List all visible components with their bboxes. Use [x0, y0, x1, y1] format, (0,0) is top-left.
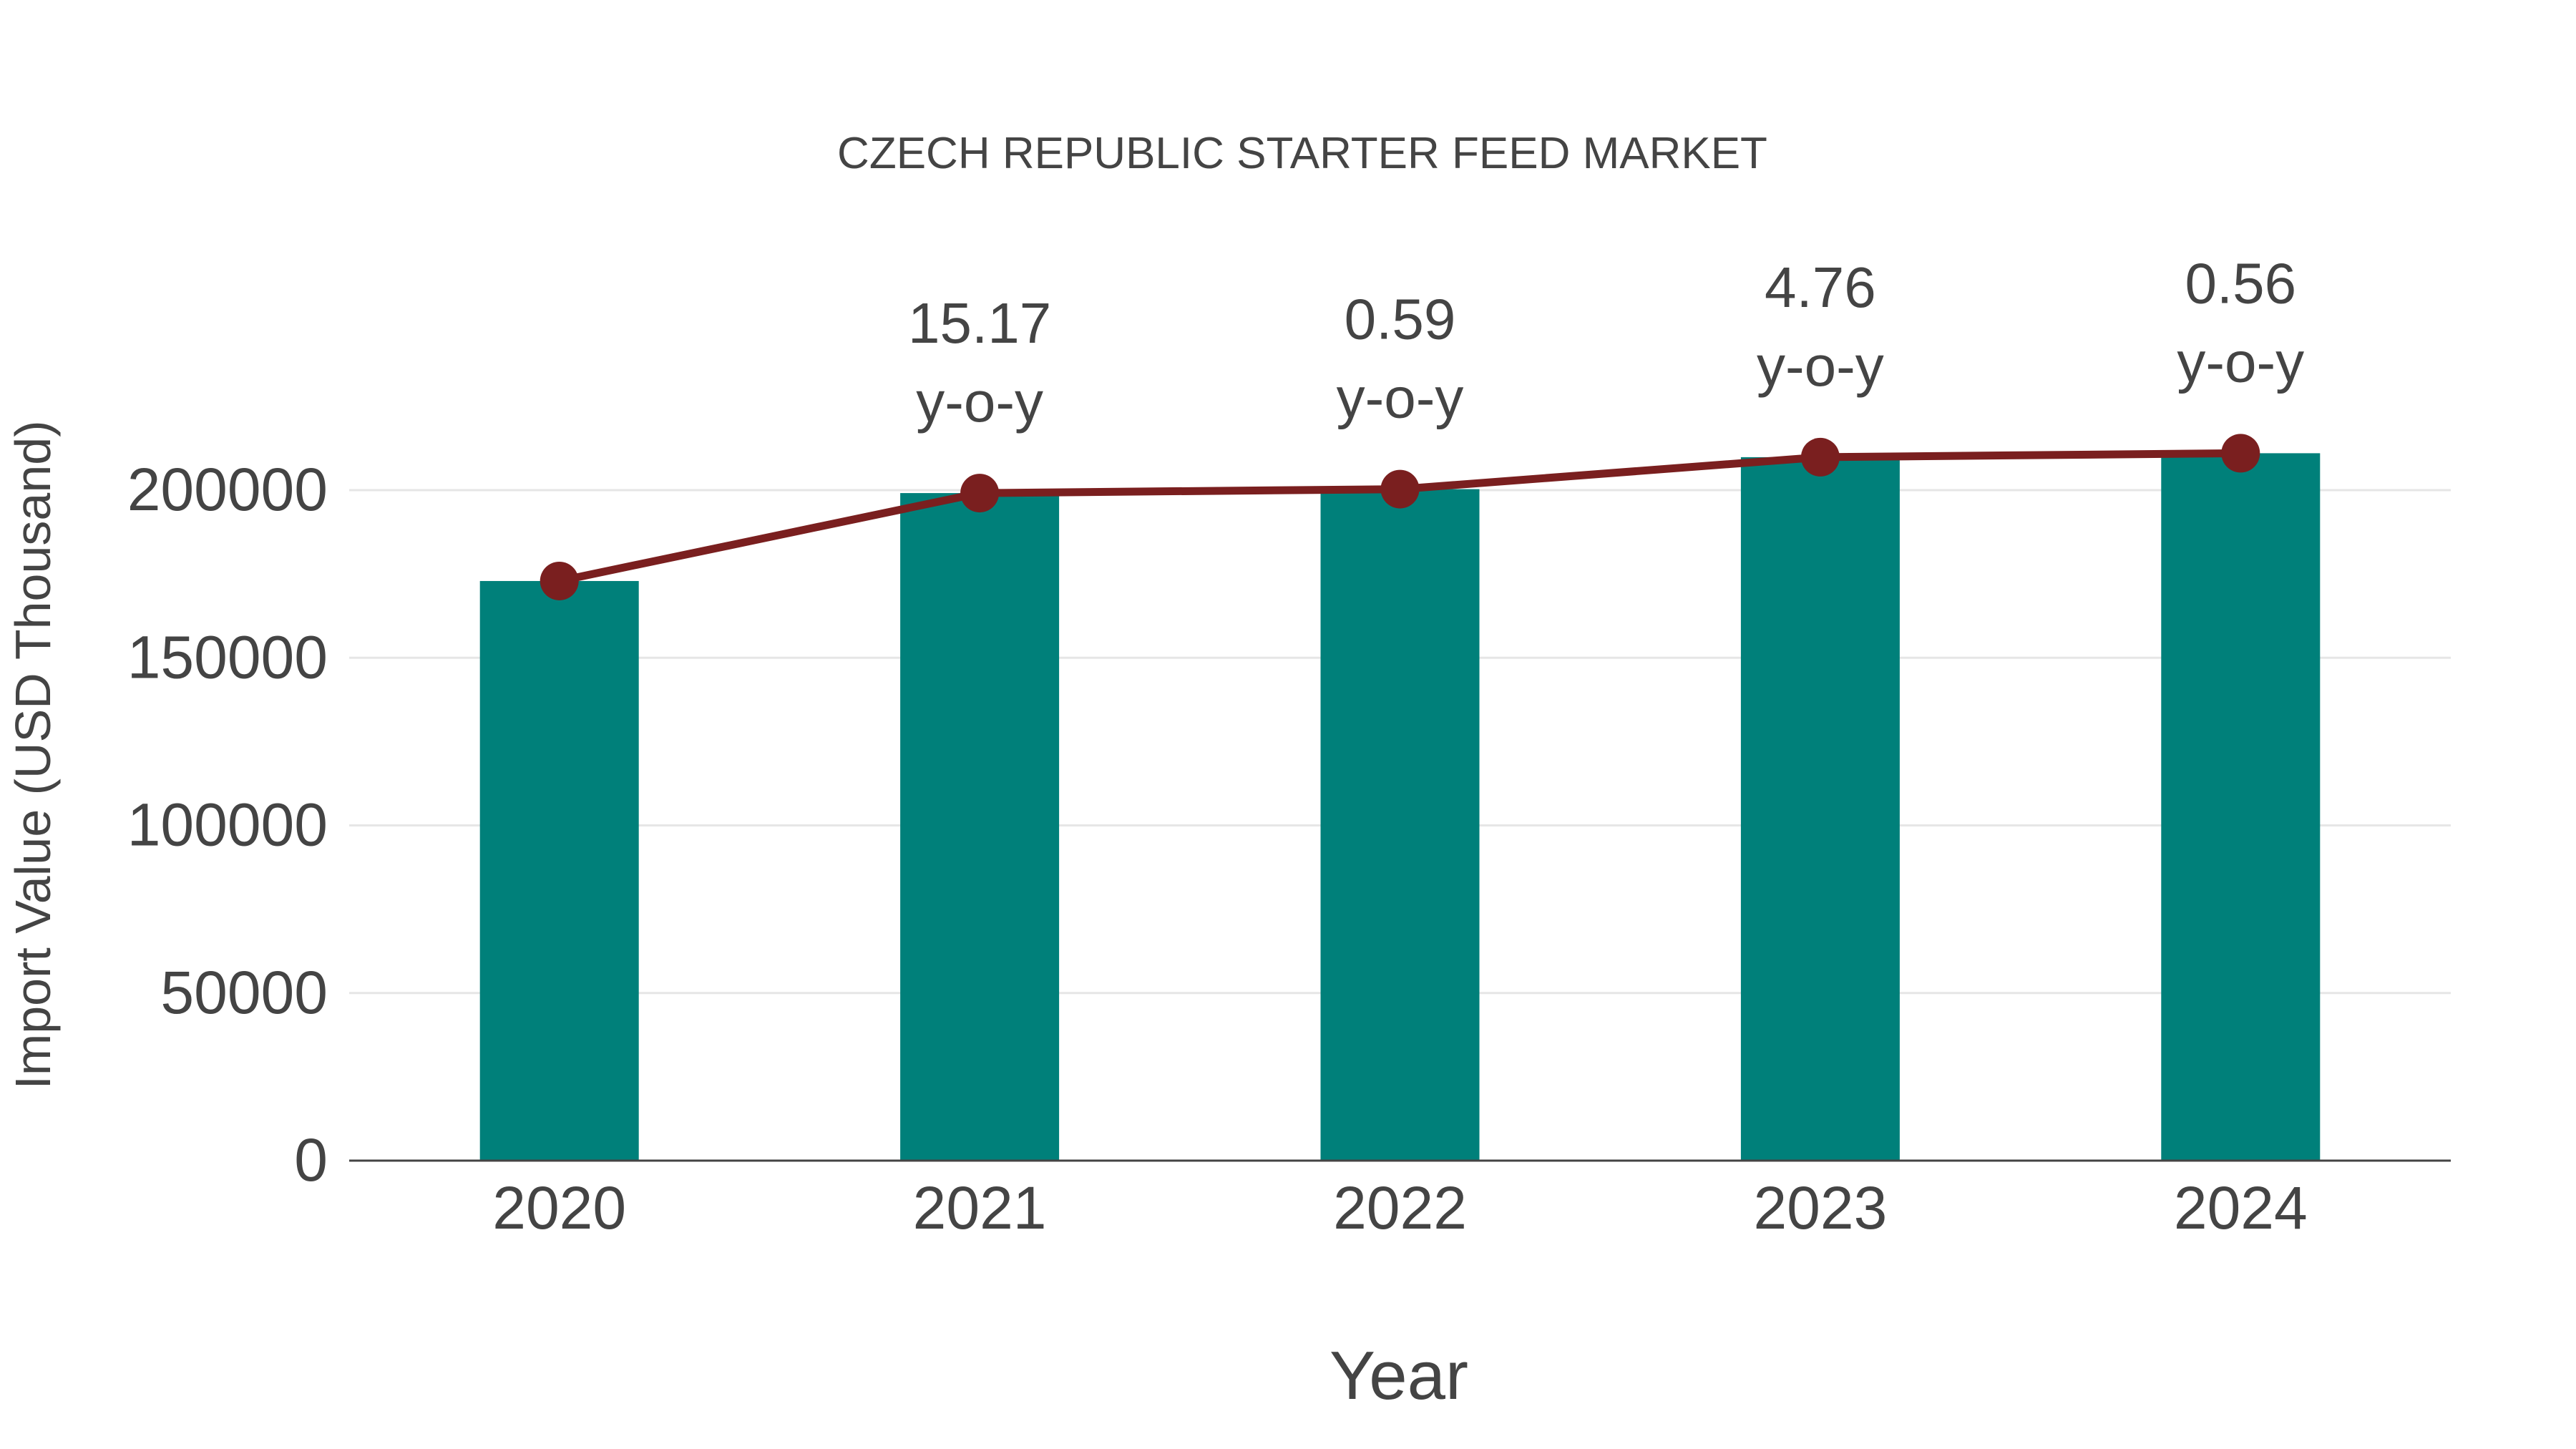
trend-marker-2022 [1380, 469, 1420, 509]
trend-marker-2021 [960, 474, 1000, 513]
x-tick-label: 2022 [1333, 1174, 1467, 1241]
y-axis: 0 50000 100000 150000 200000 [127, 456, 328, 1194]
x-tick-label: 2024 [2174, 1174, 2308, 1241]
y-tick-label: 50000 [160, 959, 328, 1026]
trend-marker-2023 [1800, 437, 1840, 477]
x-tick-label: 2021 [913, 1174, 1047, 1241]
yoy-suffix: y-o-y [1757, 334, 1884, 398]
yoy-value: 15.17 [908, 291, 1051, 355]
yoy-value: 0.56 [2185, 251, 2296, 315]
yoy-suffix: y-o-y [1337, 366, 1464, 430]
y-tick-label: 100000 [127, 791, 328, 859]
bar-2024 [2161, 453, 2321, 1161]
yoy-suffix: y-o-y [916, 370, 1043, 434]
yoy-suffix: y-o-y [2177, 330, 2304, 394]
x-tick-label: 2020 [492, 1174, 626, 1241]
x-axis-label: Year [1330, 1337, 1468, 1414]
bar-2021 [900, 493, 1060, 1161]
yoy-value: 4.76 [1765, 255, 1876, 319]
y-tick-label: 200000 [127, 456, 328, 523]
x-tick-label: 2023 [1753, 1174, 1887, 1241]
y-axis-label: Import Value (USD Thousand) [5, 420, 61, 1089]
x-axis: 2020 2021 2022 2023 2024 [349, 1159, 2451, 1241]
bar-2022 [1320, 489, 1480, 1161]
bar-2020 [479, 580, 639, 1161]
yoy-annotations: 15.17 y-o-y 0.59 y-o-y 4.76 y-o-y 0.56 y-o-y [908, 251, 2304, 434]
trend-marker-2020 [540, 561, 579, 600]
y-tick-label: 150000 [127, 623, 328, 691]
trend-marker-2024 [2221, 434, 2260, 473]
bar-2023 [1740, 457, 1900, 1161]
yoy-value: 0.59 [1345, 288, 1456, 351]
chart-title: CZECH REPUBLIC STARTER FEED MARKET [837, 129, 1767, 178]
trend-line [540, 434, 2260, 600]
bars [479, 453, 2321, 1161]
y-tick-label: 0 [294, 1126, 328, 1194]
